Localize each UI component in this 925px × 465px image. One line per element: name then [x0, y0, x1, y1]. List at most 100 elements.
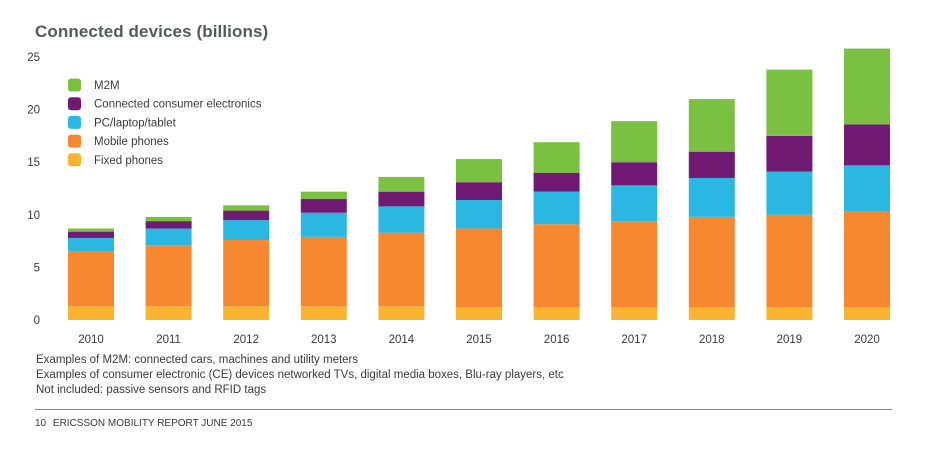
y-axis: 0 5 10 15 20 25: [27, 52, 40, 327]
bar-stack-2012: [223, 205, 270, 320]
bar-segment-pc-laptop-tablet: [145, 228, 192, 246]
x-tick-label: 2017: [621, 334, 647, 346]
bar-stack-2010: [68, 228, 114, 320]
bar-segment-pc-laptop-tablet: [533, 191, 580, 225]
x-tick-label: 2010: [78, 334, 104, 346]
bar-segment-mobile-phones: [456, 228, 502, 308]
report-date: JUNE 2015: [201, 418, 253, 429]
chart-legend: M2M Connected consumer electronics PC/lapt…: [68, 78, 262, 167]
bar-segment-fixed-phones: [688, 307, 735, 320]
bar-stacks: [68, 48, 890, 320]
legend-label: Mobile phones: [94, 136, 169, 148]
bar-stack-2018: [688, 99, 735, 320]
bar-segment-pc-laptop-tablet: [844, 165, 890, 212]
legend-label: Fixed phones: [94, 155, 163, 167]
bar-segment-fixed-phones: [766, 307, 813, 320]
bar-segment-m2m: [68, 228, 114, 232]
y-tick-label: 10: [27, 210, 40, 222]
y-tick-label: 25: [27, 52, 40, 64]
note-consumer-electronics: Examples of consumer electronic (CE) dev…: [36, 369, 564, 381]
chart-title: Connected devices (billions): [35, 22, 269, 41]
bar-segment-mobile-phones: [378, 232, 425, 307]
bar-segment-connected-consumer-electronics: [766, 135, 813, 172]
y-tick-label: 20: [27, 105, 40, 117]
x-tick-label: 2015: [466, 334, 492, 346]
bar-segment-fixed-phones: [611, 307, 658, 320]
bar-segment-connected-consumer-electronics: [145, 221, 192, 229]
note-not-included: Not included: passive sensors and RFID t…: [36, 384, 267, 396]
bar-segment-pc-laptop-tablet: [378, 206, 425, 233]
bar-stack-2019: [766, 69, 813, 320]
note-m2m: Examples of M2M: connected cars, machine…: [36, 354, 359, 366]
report-name: ERICSSON MOBILITY REPORT: [52, 418, 199, 429]
legend-item: M2M: [68, 78, 120, 92]
bar-stack-2020: [844, 48, 890, 320]
bar-stack-2011: [145, 216, 192, 320]
bar-segment-fixed-phones: [300, 306, 347, 320]
legend-swatch: [68, 134, 81, 148]
x-tick-label: 2020: [854, 334, 880, 346]
bar-segment-connected-consumer-electronics: [68, 231, 114, 238]
bar-segment-m2m: [378, 176, 425, 192]
x-tick-label: 2013: [311, 334, 337, 346]
x-tick-label: 2014: [389, 334, 415, 346]
bar-segment-mobile-phones: [533, 224, 580, 308]
bar-segment-connected-consumer-electronics: [378, 191, 425, 207]
bar-segment-pc-laptop-tablet: [456, 200, 502, 229]
legend-swatch: [68, 78, 81, 92]
bar-segment-connected-consumer-electronics: [223, 210, 270, 221]
bar-segment-pc-laptop-tablet: [611, 185, 658, 222]
bar-segment-m2m: [145, 216, 192, 222]
bar-segment-m2m: [766, 69, 813, 136]
x-tick-label: 2019: [777, 334, 803, 346]
legend-label: Connected consumer electronics: [94, 99, 262, 111]
bar-segment-connected-consumer-electronics: [688, 151, 735, 178]
legend-item: Fixed phones: [68, 153, 163, 167]
bar-segment-mobile-phones: [611, 221, 658, 308]
x-tick-label: 2018: [699, 334, 725, 346]
bar-segment-m2m: [688, 99, 735, 152]
bar-stack-2017: [611, 121, 658, 320]
bar-segment-fixed-phones: [456, 307, 502, 320]
legend-item: Mobile phones: [68, 134, 169, 148]
bar-segment-connected-consumer-electronics: [456, 182, 502, 201]
bar-segment-fixed-phones: [223, 306, 270, 320]
bar-segment-connected-consumer-electronics: [533, 172, 580, 192]
legend-item: Connected consumer electronics: [68, 97, 262, 111]
bar-segment-pc-laptop-tablet: [688, 177, 735, 217]
bar-segment-pc-laptop-tablet: [300, 212, 347, 237]
page-footer: 10 ERICSSON MOBILITY REPORT JUNE 2015: [35, 418, 252, 429]
legend-swatch: [68, 153, 81, 167]
bar-segment-mobile-phones: [688, 216, 735, 308]
bar-segment-connected-consumer-electronics: [611, 162, 658, 186]
bar-stack-2016: [533, 142, 580, 320]
y-tick-label: 5: [34, 262, 40, 274]
bar-stack-2014: [378, 176, 425, 320]
legend-label: M2M: [94, 80, 120, 92]
bar-segment-pc-laptop-tablet: [223, 220, 270, 241]
legend-item: PC/laptop/tablet: [68, 115, 177, 129]
y-tick-label: 15: [27, 157, 40, 169]
footer-divider: [35, 409, 892, 410]
bar-segment-fixed-phones: [145, 306, 192, 320]
bar-segment-mobile-phones: [844, 211, 890, 308]
x-axis: 2010 2011 2012 2013 2014 2015 2016 2017 2018 2019…: [78, 334, 880, 346]
bar-segment-m2m: [611, 121, 658, 163]
bar-segment-mobile-phones: [223, 240, 270, 307]
x-tick-label: 2012: [233, 334, 259, 346]
bar-segment-mobile-phones: [300, 236, 347, 307]
bar-segment-connected-consumer-electronics: [300, 199, 347, 213]
bar-segment-mobile-phones: [145, 245, 192, 307]
bar-segment-fixed-phones: [533, 307, 580, 320]
x-tick-label: 2016: [544, 334, 570, 346]
x-tick-label: 2011: [156, 334, 181, 346]
bar-stack-2013: [300, 191, 347, 320]
bar-segment-m2m: [533, 142, 580, 173]
legend-swatch: [68, 115, 81, 129]
legend-swatch: [68, 97, 81, 111]
legend-label: PC/laptop/tablet: [94, 117, 177, 129]
bar-segment-mobile-phones: [766, 214, 813, 308]
page-number: 10: [35, 418, 47, 429]
bar-stack-2015: [456, 159, 502, 320]
chart-notes: Examples of M2M: connected cars, machine…: [36, 353, 564, 398]
